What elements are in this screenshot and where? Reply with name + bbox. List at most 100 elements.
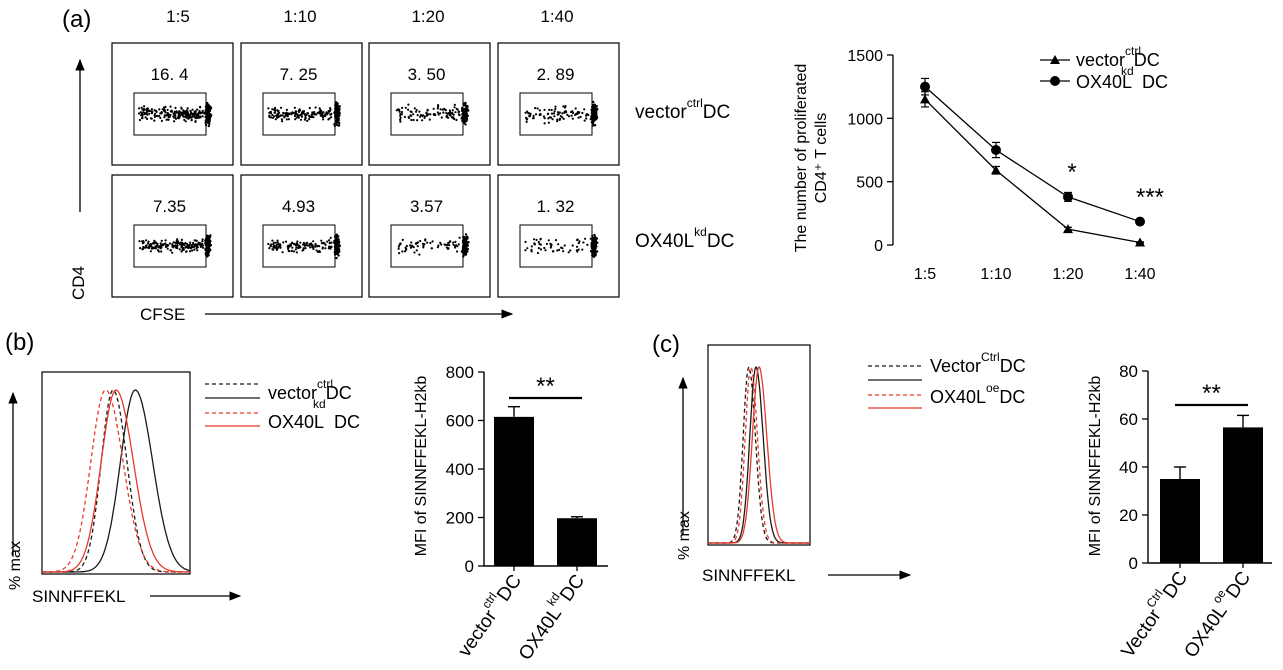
flow-event [147, 109, 150, 112]
flow-event [424, 238, 427, 241]
flow-event [322, 111, 325, 114]
flow-event [334, 251, 337, 254]
flow-event [532, 238, 536, 241]
flow-event [591, 236, 595, 240]
line-series-2 [924, 86, 1141, 223]
flow-event [158, 108, 161, 111]
gate-percentage: 7. 25 [280, 65, 318, 84]
flow-event [201, 240, 204, 243]
flow-event [161, 108, 164, 111]
flow-event [201, 246, 205, 249]
flow-event [416, 241, 420, 244]
flow-event [304, 243, 307, 247]
flow-event [591, 254, 594, 257]
flow-event [271, 108, 274, 111]
panel-label-c: (c) [652, 331, 680, 358]
flow-event [567, 115, 571, 118]
flow-event [306, 119, 309, 122]
flow-event [141, 248, 144, 251]
flow-plot-frame [497, 174, 620, 298]
flow-event [329, 247, 332, 250]
flow-event [181, 249, 184, 252]
flow-event [168, 242, 171, 245]
flow-event [549, 116, 553, 119]
flow-event [463, 104, 466, 107]
legend-label-suffix: DC [1134, 50, 1160, 70]
flow-event [281, 251, 284, 254]
flow-event [558, 118, 561, 121]
flow-event [207, 234, 210, 238]
flow-event [271, 116, 275, 119]
flow-event [591, 234, 594, 238]
flow-event [537, 247, 541, 250]
flow-event [207, 124, 210, 128]
flow-event [462, 253, 466, 256]
flow-event [526, 117, 529, 120]
flow-event [463, 121, 466, 125]
flow-event [465, 247, 468, 250]
flow-event [447, 116, 450, 119]
flow-event [436, 111, 439, 114]
flow-event [195, 239, 198, 242]
flow-event [153, 119, 156, 122]
flow-event [567, 251, 570, 254]
flow-event [552, 250, 555, 253]
flow-event [316, 250, 320, 253]
flow-event [146, 117, 149, 120]
histogram-c-ylabel: % max [676, 511, 693, 560]
flow-event [150, 243, 153, 246]
flow-event [425, 112, 428, 115]
flow-event [308, 106, 311, 110]
flow-event [458, 236, 461, 239]
flow-event [191, 113, 194, 116]
flow-event [180, 238, 183, 241]
flow-event [336, 120, 340, 124]
histogram-b-ylabel: % max [7, 541, 24, 590]
flow-event [401, 106, 404, 109]
flow-event [296, 115, 300, 118]
flow-event [141, 113, 144, 116]
flow-event [581, 111, 584, 115]
flow-event [539, 112, 542, 116]
flow-event [288, 250, 291, 253]
flow-event [285, 240, 288, 243]
flow-event [139, 247, 142, 250]
flow-event [453, 117, 456, 121]
flow-event [293, 242, 296, 245]
flow-event [462, 239, 466, 243]
flow-event [294, 248, 297, 251]
gate-percentage: 7.35 [153, 197, 186, 216]
flow-event [321, 116, 324, 119]
flow-event [137, 112, 141, 115]
flow-event [310, 115, 313, 118]
flow-event [333, 241, 337, 244]
ratio-label-1: 1:5 [166, 7, 190, 26]
flow-event [271, 113, 274, 117]
flow-event [200, 111, 203, 114]
flow-event [415, 110, 418, 113]
flow-event [301, 112, 304, 115]
flow-event [409, 114, 412, 117]
flow-event [140, 117, 144, 120]
flow-event [310, 244, 313, 247]
flow-event [320, 239, 323, 242]
flow-event [196, 249, 199, 252]
flow-event [143, 113, 146, 116]
flow-event [453, 106, 456, 109]
flow-event [313, 113, 317, 116]
flow-event [298, 108, 301, 111]
flow-event [201, 244, 204, 247]
flow-event [564, 105, 567, 108]
histogram-curve-3 [708, 366, 810, 544]
flow-event [407, 115, 410, 119]
flow-event [570, 110, 573, 114]
flow-event [207, 237, 211, 240]
gate-percentage: 1. 32 [537, 197, 575, 216]
flow-event [334, 102, 337, 105]
flow-event [184, 246, 187, 249]
flow-event [592, 104, 596, 107]
flow-event [143, 108, 146, 111]
flow-event [185, 250, 188, 253]
flow-event [318, 112, 321, 115]
